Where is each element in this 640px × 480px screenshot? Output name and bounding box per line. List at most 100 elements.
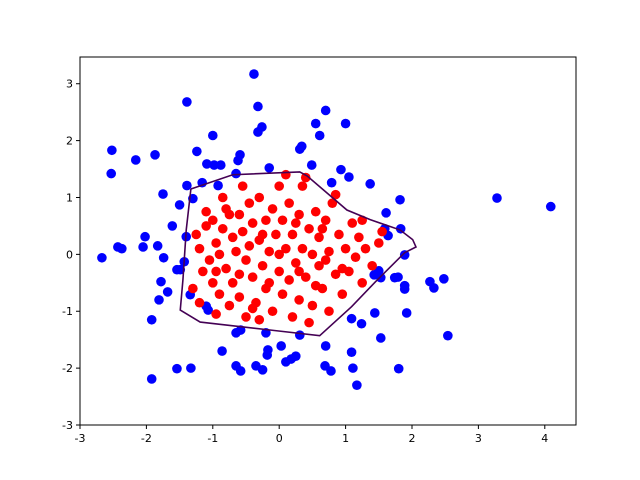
- point: [174, 200, 185, 210]
- point: [346, 313, 357, 324]
- point: [264, 163, 275, 173]
- point: [107, 145, 117, 156]
- point: [209, 160, 219, 170]
- point: [202, 159, 212, 169]
- point: [221, 263, 231, 274]
- point: [320, 215, 331, 226]
- point: [264, 246, 275, 257]
- point: [326, 177, 337, 188]
- point: [182, 180, 192, 191]
- point: [334, 229, 344, 240]
- point: [300, 172, 311, 183]
- point: [294, 295, 304, 305]
- point: [492, 193, 502, 203]
- x-tick-label: 3: [475, 432, 482, 445]
- point: [297, 181, 308, 191]
- point: [373, 238, 384, 248]
- point: [287, 312, 298, 322]
- point: [294, 144, 305, 154]
- point: [244, 241, 255, 251]
- point: [276, 341, 286, 351]
- point: [146, 314, 157, 325]
- point: [207, 130, 218, 141]
- point: [337, 263, 348, 274]
- point: [306, 160, 317, 170]
- point: [287, 229, 298, 240]
- point: [138, 242, 148, 252]
- point: [290, 218, 301, 228]
- point: [274, 249, 284, 260]
- point: [261, 215, 271, 226]
- point: [201, 221, 211, 231]
- point: [207, 278, 218, 288]
- point: [327, 198, 338, 208]
- point: [330, 189, 341, 200]
- point: [352, 380, 362, 390]
- point: [294, 266, 304, 277]
- point: [401, 308, 412, 318]
- point: [267, 204, 278, 214]
- plot-frame: [79, 56, 577, 426]
- point: [320, 255, 331, 265]
- point: [284, 198, 294, 208]
- point: [354, 232, 364, 243]
- point: [377, 226, 387, 237]
- point: [375, 272, 386, 283]
- point: [224, 300, 235, 311]
- point: [188, 283, 198, 294]
- point: [267, 306, 278, 317]
- point: [310, 118, 321, 129]
- point: [214, 249, 225, 260]
- point: [211, 309, 221, 319]
- y-tick-label: 1: [66, 191, 73, 204]
- point: [154, 295, 164, 305]
- point: [172, 264, 182, 275]
- point: [227, 232, 238, 243]
- point: [348, 363, 358, 373]
- point: [234, 269, 245, 280]
- y-tick-label: -3: [62, 419, 73, 432]
- point: [281, 357, 291, 367]
- point: [117, 243, 127, 254]
- point: [140, 231, 150, 242]
- point: [399, 250, 410, 260]
- point: [152, 241, 163, 251]
- point: [201, 206, 211, 217]
- point: [277, 215, 288, 226]
- point: [350, 252, 361, 263]
- point: [545, 201, 556, 212]
- point: [211, 266, 221, 277]
- point: [395, 194, 405, 205]
- point: [393, 363, 404, 374]
- point: [277, 289, 288, 299]
- point: [249, 69, 259, 79]
- point: [241, 255, 251, 265]
- decision-boundary: [179, 171, 418, 337]
- point: [237, 181, 248, 191]
- point: [253, 101, 263, 112]
- point: [314, 130, 325, 141]
- point: [304, 223, 314, 234]
- point: [167, 221, 178, 231]
- point: [284, 275, 294, 285]
- point: [247, 218, 258, 228]
- point: [217, 192, 228, 203]
- x-tick-label: 1: [342, 432, 349, 445]
- point: [234, 209, 245, 220]
- point: [233, 155, 243, 166]
- point: [365, 179, 375, 189]
- point: [300, 272, 311, 282]
- point: [257, 365, 268, 375]
- point: [97, 252, 107, 263]
- point: [217, 346, 227, 356]
- point: [310, 206, 321, 217]
- point: [106, 168, 117, 179]
- point: [274, 181, 284, 191]
- point: [297, 243, 308, 254]
- point: [198, 266, 208, 277]
- point: [162, 287, 173, 297]
- point: [158, 189, 168, 199]
- point: [264, 278, 275, 288]
- x-tick-label: -3: [75, 432, 86, 445]
- point: [257, 260, 268, 271]
